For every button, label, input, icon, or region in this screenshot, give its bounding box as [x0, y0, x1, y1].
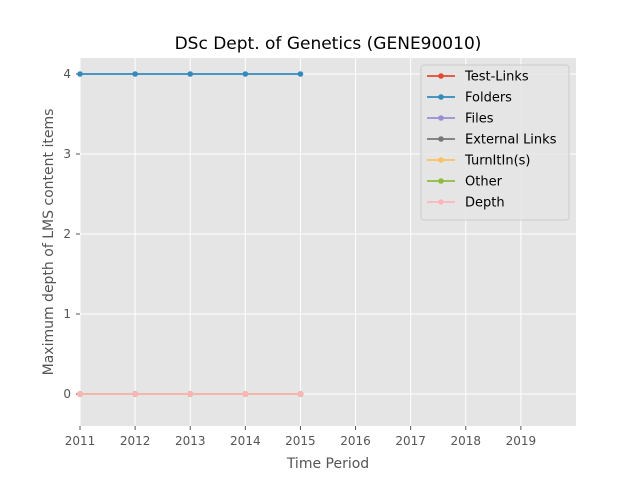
legend-marker-files: [438, 115, 444, 121]
series-lines: [77, 71, 304, 397]
data-point-depth: [187, 391, 194, 397]
x-axis-ticks: 2011 2012 2013 2014 2015 2016 2017 2018 2019: [65, 426, 536, 448]
data-point-depth: [242, 391, 249, 397]
y-tick-label: 2: [63, 227, 71, 241]
y-tick-label: 0: [63, 387, 71, 401]
data-point-folders: [77, 71, 83, 77]
data-point-depth: [77, 391, 83, 397]
legend: Test-Links Folders Files External Links Turn…: [420, 64, 570, 221]
y-axis-ticks: 0 1 2 3 4: [63, 67, 80, 401]
x-tick-label: 2019: [506, 434, 537, 448]
y-tick-label: 3: [63, 147, 71, 161]
x-tick-label: 2011: [65, 434, 96, 448]
legend-label-test-links: Test-Links: [464, 70, 529, 85]
data-point-folders: [132, 71, 138, 77]
y-tick-label: 1: [63, 307, 71, 321]
legend-label-folders: Folders: [465, 91, 512, 106]
legend-marker-test-links: [438, 73, 444, 79]
x-tick-label: 2018: [451, 434, 482, 448]
legend-marker-depth: [438, 199, 444, 205]
data-point-folders: [242, 71, 249, 77]
legend-label-files: Files: [465, 112, 494, 127]
data-point-folders: [297, 71, 304, 77]
y-tick-label: 4: [63, 67, 71, 81]
data-point-depth: [297, 391, 304, 397]
x-tick-label: 2015: [285, 434, 316, 448]
legend-box: [420, 64, 570, 221]
legend-label-external-links: External Links: [465, 133, 557, 148]
x-tick-label: 2016: [340, 434, 371, 448]
legend-marker-turnitin-s: [438, 157, 444, 163]
legend-label-other: Other: [465, 175, 503, 190]
x-tick-label: 2014: [230, 434, 261, 448]
legend-label-turnitin-s: TurnItIn(s): [464, 154, 530, 169]
legend-marker-folders: [438, 94, 444, 100]
legend-marker-other: [438, 178, 444, 184]
x-tick-label: 2017: [395, 434, 426, 448]
x-tick-label: 2013: [175, 434, 206, 448]
legend-marker-external-links: [438, 136, 444, 142]
y-axis-label: Maximum depth of LMS content items: [41, 109, 57, 376]
x-axis-label: Time Period: [286, 456, 369, 472]
chart-title: DSc Dept. of Genetics (GENE90010): [175, 34, 482, 54]
x-tick-label: 2012: [120, 434, 151, 448]
data-point-depth: [132, 391, 138, 397]
legend-label-depth: Depth: [465, 196, 505, 211]
data-point-folders: [187, 71, 194, 77]
